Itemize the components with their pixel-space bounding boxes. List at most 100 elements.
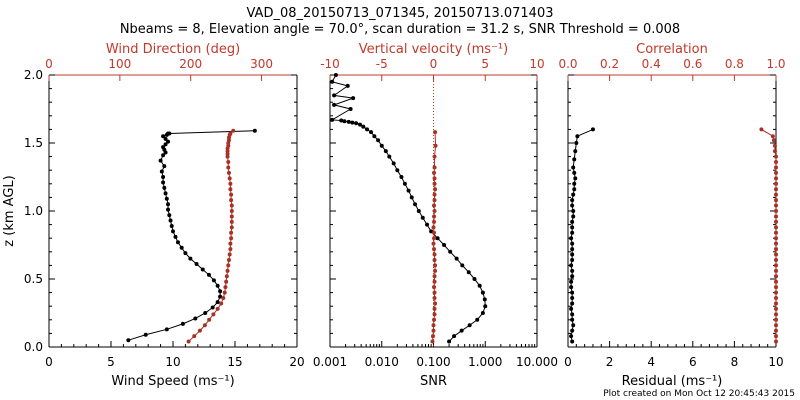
data-point-residual-ms [572, 187, 577, 192]
data-point-correlation [774, 192, 778, 197]
y-tick-label: 1.0 [24, 204, 43, 218]
data-point-wind-speed-ms [206, 272, 211, 277]
data-point-vertical-velocity-ms [430, 339, 435, 344]
data-point-snr [466, 270, 471, 275]
x-axis-label: Wind Speed (ms⁻¹) [111, 374, 234, 389]
data-point-snr [452, 334, 457, 339]
x-tick-label: 4 [647, 355, 655, 369]
data-point-correlation [774, 279, 778, 284]
data-point-residual-ms [590, 127, 595, 132]
data-point-vertical-velocity-ms [432, 219, 437, 224]
data-point-vertical-velocity-ms [433, 187, 438, 192]
data-point-wind-speed-ms [162, 185, 167, 190]
data-point-wind-direction-deg [227, 176, 232, 181]
data-point-wind-speed-ms [252, 128, 257, 133]
data-point-wind-speed-ms [166, 207, 171, 212]
x-tick-label: 10.000 [516, 355, 558, 369]
data-point-correlation [774, 290, 778, 295]
data-point-snr [482, 297, 487, 302]
x-tick-label: 0 [45, 355, 53, 369]
data-point-snr [351, 96, 356, 101]
data-point-snr [350, 120, 355, 125]
data-point-correlation [774, 268, 778, 273]
data-point-residual-ms [570, 328, 575, 333]
data-point-vertical-velocity-ms [432, 257, 437, 262]
data-point-wind-speed-ms [179, 245, 184, 250]
data-point-residual-ms [570, 257, 575, 262]
top-axis-label: Vertical velocity (ms⁻¹) [359, 42, 508, 57]
data-point-wind-direction-deg [224, 274, 229, 279]
data-point-wind-speed-ms [166, 139, 171, 144]
x-axis-label: Residual (ms⁻¹) [622, 374, 723, 389]
top-axis-label: Correlation [636, 42, 708, 57]
data-point-wind-speed-ms [163, 191, 168, 196]
data-point-wind-direction-deg [226, 165, 231, 170]
data-point-residual-ms [570, 339, 575, 344]
data-point-snr [342, 119, 347, 124]
data-point-vertical-velocity-ms [432, 170, 437, 175]
data-point-wind-direction-deg [207, 317, 212, 322]
data-point-snr [447, 339, 452, 344]
data-point-vertical-velocity-ms [432, 290, 437, 295]
data-point-residual-ms [569, 306, 574, 311]
data-point-snr [454, 256, 459, 261]
data-point-wind-direction-deg [228, 247, 233, 252]
top-tick-label: 1.0 [766, 57, 785, 71]
data-point-vertical-velocity-ms [431, 225, 436, 230]
data-point-correlation [774, 209, 778, 213]
data-point-wind-direction-deg [223, 285, 228, 290]
data-point-residual-ms [573, 149, 578, 154]
data-point-wind-speed-ms [168, 218, 173, 223]
data-point-snr [477, 283, 482, 288]
data-point-correlation [774, 339, 778, 344]
data-point-wind-direction-deg [229, 203, 234, 208]
data-point-snr [480, 311, 485, 315]
data-point-snr [448, 249, 453, 254]
data-point-correlation [774, 317, 778, 322]
data-point-wind-speed-ms [167, 213, 172, 218]
data-point-wind-direction-deg [225, 268, 230, 273]
data-point-wind-direction-deg [229, 192, 234, 197]
data-point-residual-ms [570, 268, 575, 273]
data-point-correlation [774, 312, 778, 317]
top-tick-label: 10 [529, 57, 544, 71]
data-point-wind-direction-deg [229, 209, 234, 213]
data-point-residual-ms [571, 209, 576, 213]
data-point-residual-ms [570, 274, 575, 279]
data-point-correlation [774, 328, 778, 333]
data-point-residual-ms [575, 134, 580, 139]
data-point-wind-speed-ms [193, 316, 198, 321]
data-point-wind-direction-deg [219, 301, 224, 306]
x-tick-label: 1.000 [468, 355, 502, 369]
data-point-wind-direction-deg [229, 225, 234, 230]
data-point-correlation [774, 247, 778, 252]
data-point-snr [442, 243, 447, 247]
data-point-residual-ms [570, 290, 575, 295]
data-point-snr [332, 102, 337, 107]
series-line-correlation [761, 128, 777, 342]
data-point-residual-ms [570, 301, 575, 306]
y-tick-label: 0.0 [24, 340, 43, 354]
data-point-wind-direction-deg [226, 263, 231, 268]
data-point-residual-ms [570, 219, 575, 224]
data-point-correlation [759, 127, 764, 132]
top-tick-label: 0.8 [725, 57, 744, 71]
data-point-correlation [774, 274, 778, 279]
data-point-wind-speed-ms [218, 289, 223, 294]
x-tick-label: 0.001 [313, 355, 347, 369]
data-point-wind-direction-deg [228, 131, 233, 136]
data-point-residual-ms [572, 157, 577, 162]
x-tick-label: 8 [731, 355, 739, 369]
x-tick-label: 6 [689, 355, 697, 369]
data-point-snr [399, 175, 404, 179]
panel-wind-speed-direction: 0.0 0.5 1.0 1.5 2.0 z (km AGL) 0 5 10 15 20 Wind Sp… [2, 42, 305, 389]
data-point-residual-ms [570, 252, 575, 257]
data-point-residual-ms [570, 225, 575, 230]
data-point-vertical-velocity-ms [432, 214, 437, 219]
data-point-correlation [774, 230, 778, 235]
top-tick-label: 100 [108, 57, 131, 71]
data-point-wind-direction-deg [229, 214, 234, 219]
data-point-snr [330, 117, 335, 122]
top-tick-label: 0.6 [683, 57, 702, 71]
data-point-wind-direction-deg [229, 198, 234, 203]
